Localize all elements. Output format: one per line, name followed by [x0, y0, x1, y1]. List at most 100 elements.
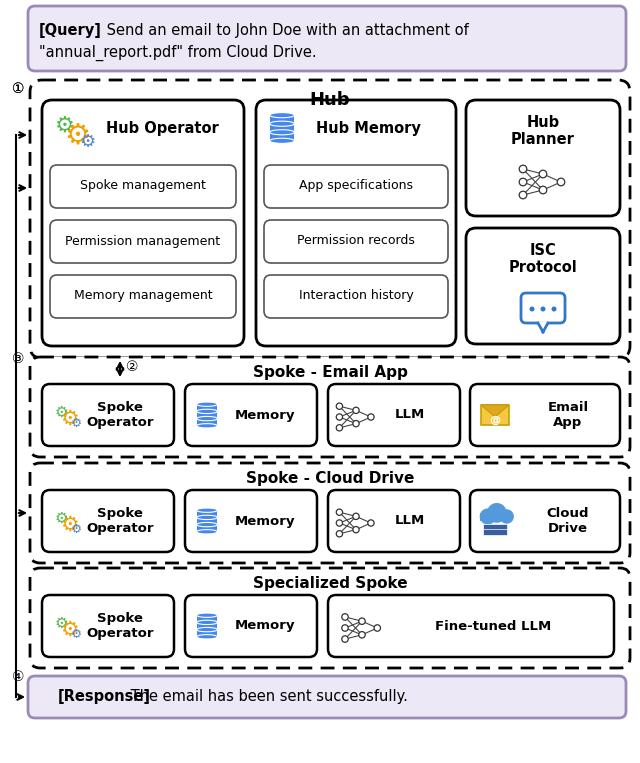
Text: ⚙: ⚙ — [60, 409, 79, 429]
Ellipse shape — [196, 417, 218, 420]
Ellipse shape — [269, 130, 294, 135]
FancyBboxPatch shape — [30, 80, 630, 358]
Circle shape — [368, 520, 374, 526]
Text: Spoke
Operator: Spoke Operator — [86, 507, 154, 535]
Text: ①: ① — [12, 82, 24, 96]
Text: ⚙: ⚙ — [54, 510, 68, 526]
Bar — [196, 525, 218, 532]
Text: Spoke
Operator: Spoke Operator — [86, 612, 154, 640]
FancyBboxPatch shape — [328, 595, 614, 657]
FancyBboxPatch shape — [42, 384, 174, 446]
Ellipse shape — [196, 508, 218, 513]
Circle shape — [336, 509, 342, 515]
FancyBboxPatch shape — [521, 293, 565, 323]
FancyBboxPatch shape — [30, 463, 630, 563]
Circle shape — [368, 414, 374, 420]
FancyBboxPatch shape — [50, 275, 236, 318]
Text: Hub: Hub — [310, 91, 350, 109]
Bar — [481, 405, 509, 425]
Circle shape — [353, 513, 359, 520]
Text: Specialized Spoke: Specialized Spoke — [253, 576, 407, 591]
Ellipse shape — [196, 409, 218, 414]
Text: ③: ③ — [12, 352, 24, 366]
Circle shape — [353, 526, 359, 533]
Bar — [196, 517, 218, 525]
Text: Cloud
Drive: Cloud Drive — [547, 507, 589, 535]
FancyBboxPatch shape — [264, 275, 448, 318]
Text: ⚙: ⚙ — [79, 133, 95, 151]
Circle shape — [519, 179, 527, 186]
FancyBboxPatch shape — [42, 100, 244, 346]
Text: Spoke - Email App: Spoke - Email App — [253, 365, 408, 380]
Ellipse shape — [196, 613, 218, 617]
Text: ⚙: ⚙ — [71, 417, 83, 430]
Circle shape — [487, 503, 507, 523]
Text: Memory management: Memory management — [74, 289, 212, 302]
Text: ⚙: ⚙ — [71, 628, 83, 641]
Circle shape — [529, 307, 534, 311]
Circle shape — [342, 625, 348, 631]
Ellipse shape — [196, 627, 218, 632]
Ellipse shape — [196, 402, 218, 407]
Ellipse shape — [269, 121, 294, 127]
Text: ①: ① — [12, 82, 24, 96]
Text: ⚙: ⚙ — [60, 514, 79, 535]
FancyBboxPatch shape — [470, 490, 620, 552]
Circle shape — [519, 166, 527, 172]
Text: "annual_report.pdf" from Cloud Drive.: "annual_report.pdf" from Cloud Drive. — [39, 45, 317, 61]
Bar — [196, 510, 218, 517]
Circle shape — [499, 509, 514, 523]
Bar — [483, 523, 507, 530]
Bar — [196, 404, 218, 411]
FancyBboxPatch shape — [185, 490, 317, 552]
Text: ⚙: ⚙ — [64, 121, 90, 149]
Ellipse shape — [196, 620, 218, 625]
Circle shape — [540, 170, 547, 178]
Text: Memory: Memory — [235, 620, 295, 633]
Text: @: @ — [490, 414, 500, 424]
Bar — [480, 513, 510, 521]
Text: Spoke
Operator: Spoke Operator — [86, 401, 154, 429]
Text: LLM: LLM — [395, 408, 425, 421]
FancyBboxPatch shape — [466, 228, 620, 344]
Circle shape — [541, 307, 545, 311]
Circle shape — [336, 520, 342, 526]
Circle shape — [336, 414, 342, 420]
FancyBboxPatch shape — [30, 357, 630, 457]
FancyBboxPatch shape — [328, 384, 460, 446]
FancyBboxPatch shape — [42, 490, 174, 552]
Text: ④: ④ — [12, 670, 24, 684]
FancyBboxPatch shape — [264, 165, 448, 208]
FancyBboxPatch shape — [28, 676, 626, 718]
Circle shape — [552, 307, 557, 311]
Text: Hub
Planner: Hub Planner — [511, 115, 575, 147]
FancyBboxPatch shape — [185, 384, 317, 446]
Text: Spoke management: Spoke management — [80, 179, 206, 192]
Bar — [269, 124, 294, 132]
Text: Hub Memory: Hub Memory — [316, 121, 420, 136]
Text: Fine-tuned LLM: Fine-tuned LLM — [435, 620, 551, 633]
FancyBboxPatch shape — [185, 595, 317, 657]
Text: ⚙: ⚙ — [54, 404, 68, 420]
Bar — [483, 529, 507, 536]
Ellipse shape — [196, 635, 218, 639]
Ellipse shape — [196, 515, 218, 520]
Circle shape — [557, 179, 564, 186]
Bar — [269, 115, 294, 124]
Circle shape — [342, 636, 348, 642]
Circle shape — [336, 425, 342, 431]
Circle shape — [353, 407, 359, 414]
Polygon shape — [481, 405, 509, 417]
Text: ⚙: ⚙ — [71, 523, 83, 536]
Text: App specifications: App specifications — [299, 179, 413, 192]
Circle shape — [353, 420, 359, 427]
Text: [Query]: [Query] — [39, 23, 102, 38]
Text: ⚙: ⚙ — [55, 116, 75, 136]
Text: Email
App: Email App — [547, 401, 589, 429]
Ellipse shape — [196, 523, 218, 526]
Polygon shape — [538, 322, 548, 332]
Text: Permission management: Permission management — [65, 234, 221, 247]
FancyBboxPatch shape — [264, 220, 448, 263]
Ellipse shape — [196, 530, 218, 534]
Circle shape — [359, 618, 365, 624]
